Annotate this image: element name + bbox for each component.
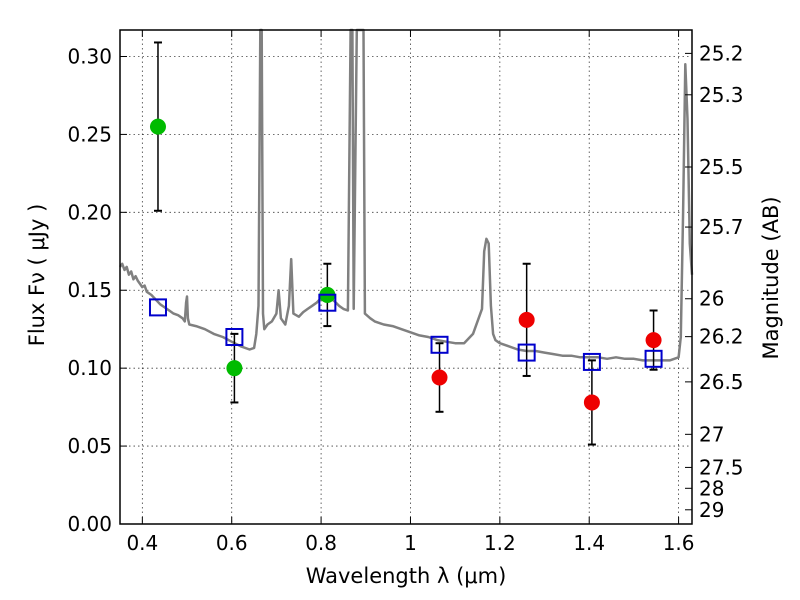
- red-point-3: [645, 332, 662, 349]
- model-box-5: [582, 352, 601, 371]
- model-spectrum: [118, 28, 694, 362]
- y-tick-label-1: 0.05: [67, 434, 112, 458]
- red-point-1: [518, 311, 535, 328]
- y2-tick-label-10: 29: [699, 498, 724, 522]
- y2-tick-label-7: 27: [699, 422, 724, 446]
- green-point-1: [226, 360, 243, 377]
- model-fluxes: [148, 293, 663, 371]
- error-bars: [153, 41, 658, 446]
- axis-ticks: 0.4 0.6 0.8 1 1.2 1.4 1.6 0.00 0.05 0.10 0.15 0.20 0…: [67, 30, 744, 555]
- y-tick-label-4: 0.20: [67, 200, 112, 224]
- x-tick-label-4: 1.2: [484, 531, 516, 555]
- y2-tick-label-1: 25.3: [699, 83, 744, 107]
- model-box-6: [644, 349, 663, 368]
- model-box-4: [517, 343, 536, 362]
- x-axis-label: Wavelength λ (μm): [306, 564, 507, 588]
- y-tick-label-2: 0.10: [67, 356, 112, 380]
- y-tick-label-3: 0.15: [67, 278, 112, 302]
- x-tick-label-1: 0.6: [216, 531, 248, 555]
- y-tick-label-0: 0.00: [67, 512, 112, 536]
- y2-tick-label-9: 28: [699, 476, 724, 500]
- y2-tick-label-5: 26.2: [699, 325, 744, 349]
- x-tick-label-5: 1.4: [573, 531, 605, 555]
- grid-lines: [120, 30, 692, 525]
- x-tick-label-0: 0.4: [126, 531, 158, 555]
- y2-tick-label-3: 25.7: [699, 215, 744, 239]
- model-box-1: [225, 327, 244, 346]
- y-tick-label-5: 0.25: [67, 122, 112, 146]
- y2-tick-label-4: 26: [699, 287, 724, 311]
- photometry-points: [149, 118, 662, 411]
- model-box-3: [430, 335, 449, 354]
- plot-frame: [119, 29, 693, 525]
- red-point-0: [431, 369, 448, 386]
- x-tick-label-6: 1.6: [663, 531, 695, 555]
- y-tick-label-6: 0.30: [67, 44, 112, 68]
- x-tick-label-3: 1: [404, 531, 417, 555]
- model-box-2: [318, 293, 337, 312]
- y2-tick-label-6: 26.5: [699, 370, 744, 394]
- y2-axis-label: Magnitude (AB): [759, 196, 783, 359]
- y-axis-label: Flux Fν ( μJy ): [25, 204, 49, 347]
- model-box-0: [148, 298, 167, 317]
- green-point-0: [149, 118, 166, 135]
- x-tick-label-2: 0.8: [305, 531, 337, 555]
- y2-tick-label-2: 25.5: [699, 155, 744, 179]
- red-point-2: [583, 394, 600, 411]
- y2-tick-label-0: 25.2: [699, 41, 744, 65]
- y2-tick-label-8: 27.5: [699, 455, 744, 479]
- spectrum-line: [118, 28, 694, 362]
